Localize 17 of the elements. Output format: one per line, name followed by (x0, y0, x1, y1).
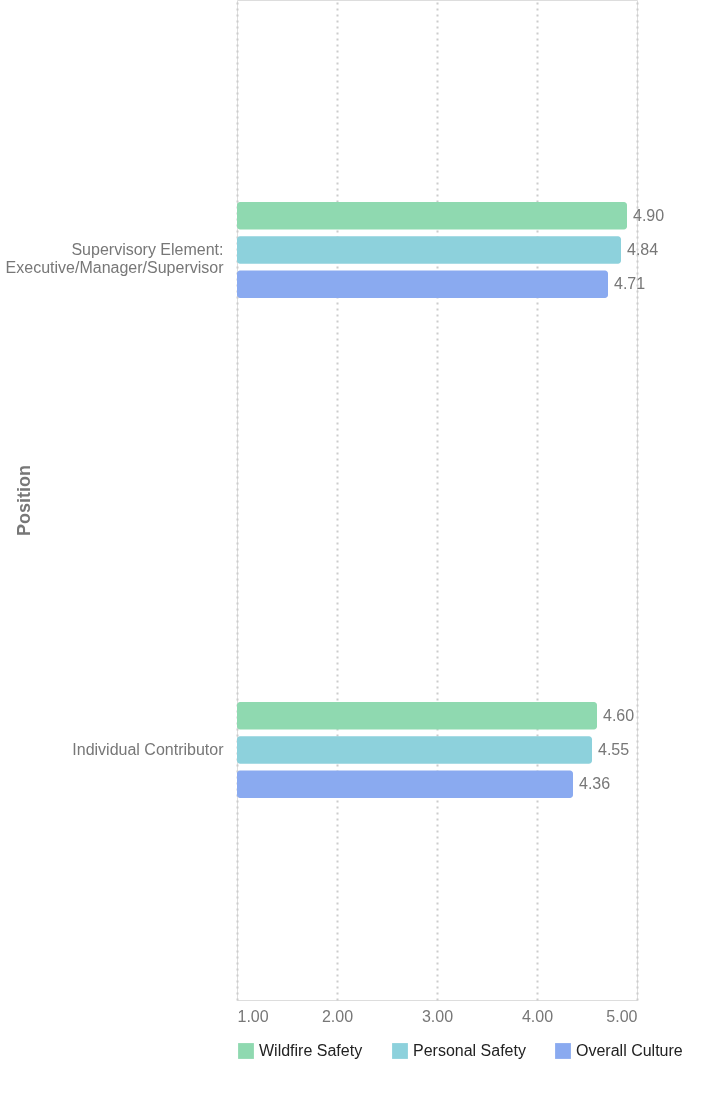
data-label: 4.84 (627, 241, 659, 258)
y-tick-label: Supervisory Element: Executive/Manager/Supervisor (5, 241, 225, 276)
data-label: 4.55 (598, 741, 630, 758)
legend-label: Personal Safety (413, 1042, 526, 1059)
legend-label: Wildfire Safety (259, 1042, 363, 1059)
x-tick-label: 1.00 (237, 1007, 269, 1025)
y-axis-title: Position (13, 465, 34, 536)
x-tick-label: 5.00 (606, 1007, 638, 1025)
data-label: 4.36 (579, 775, 611, 793)
data-label: 4.60 (603, 706, 635, 724)
x-tick-label: 4.00 (521, 1007, 554, 1025)
legend-label: Overall Culture (576, 1042, 683, 1059)
data-label: 4.71 (614, 275, 646, 293)
y-tick-label: Individual Contributor (72, 741, 225, 758)
data-label: 4.90 (633, 206, 665, 224)
x-tick-label: 2.00 (321, 1007, 354, 1025)
x-tick-label: 3.00 (421, 1007, 454, 1025)
